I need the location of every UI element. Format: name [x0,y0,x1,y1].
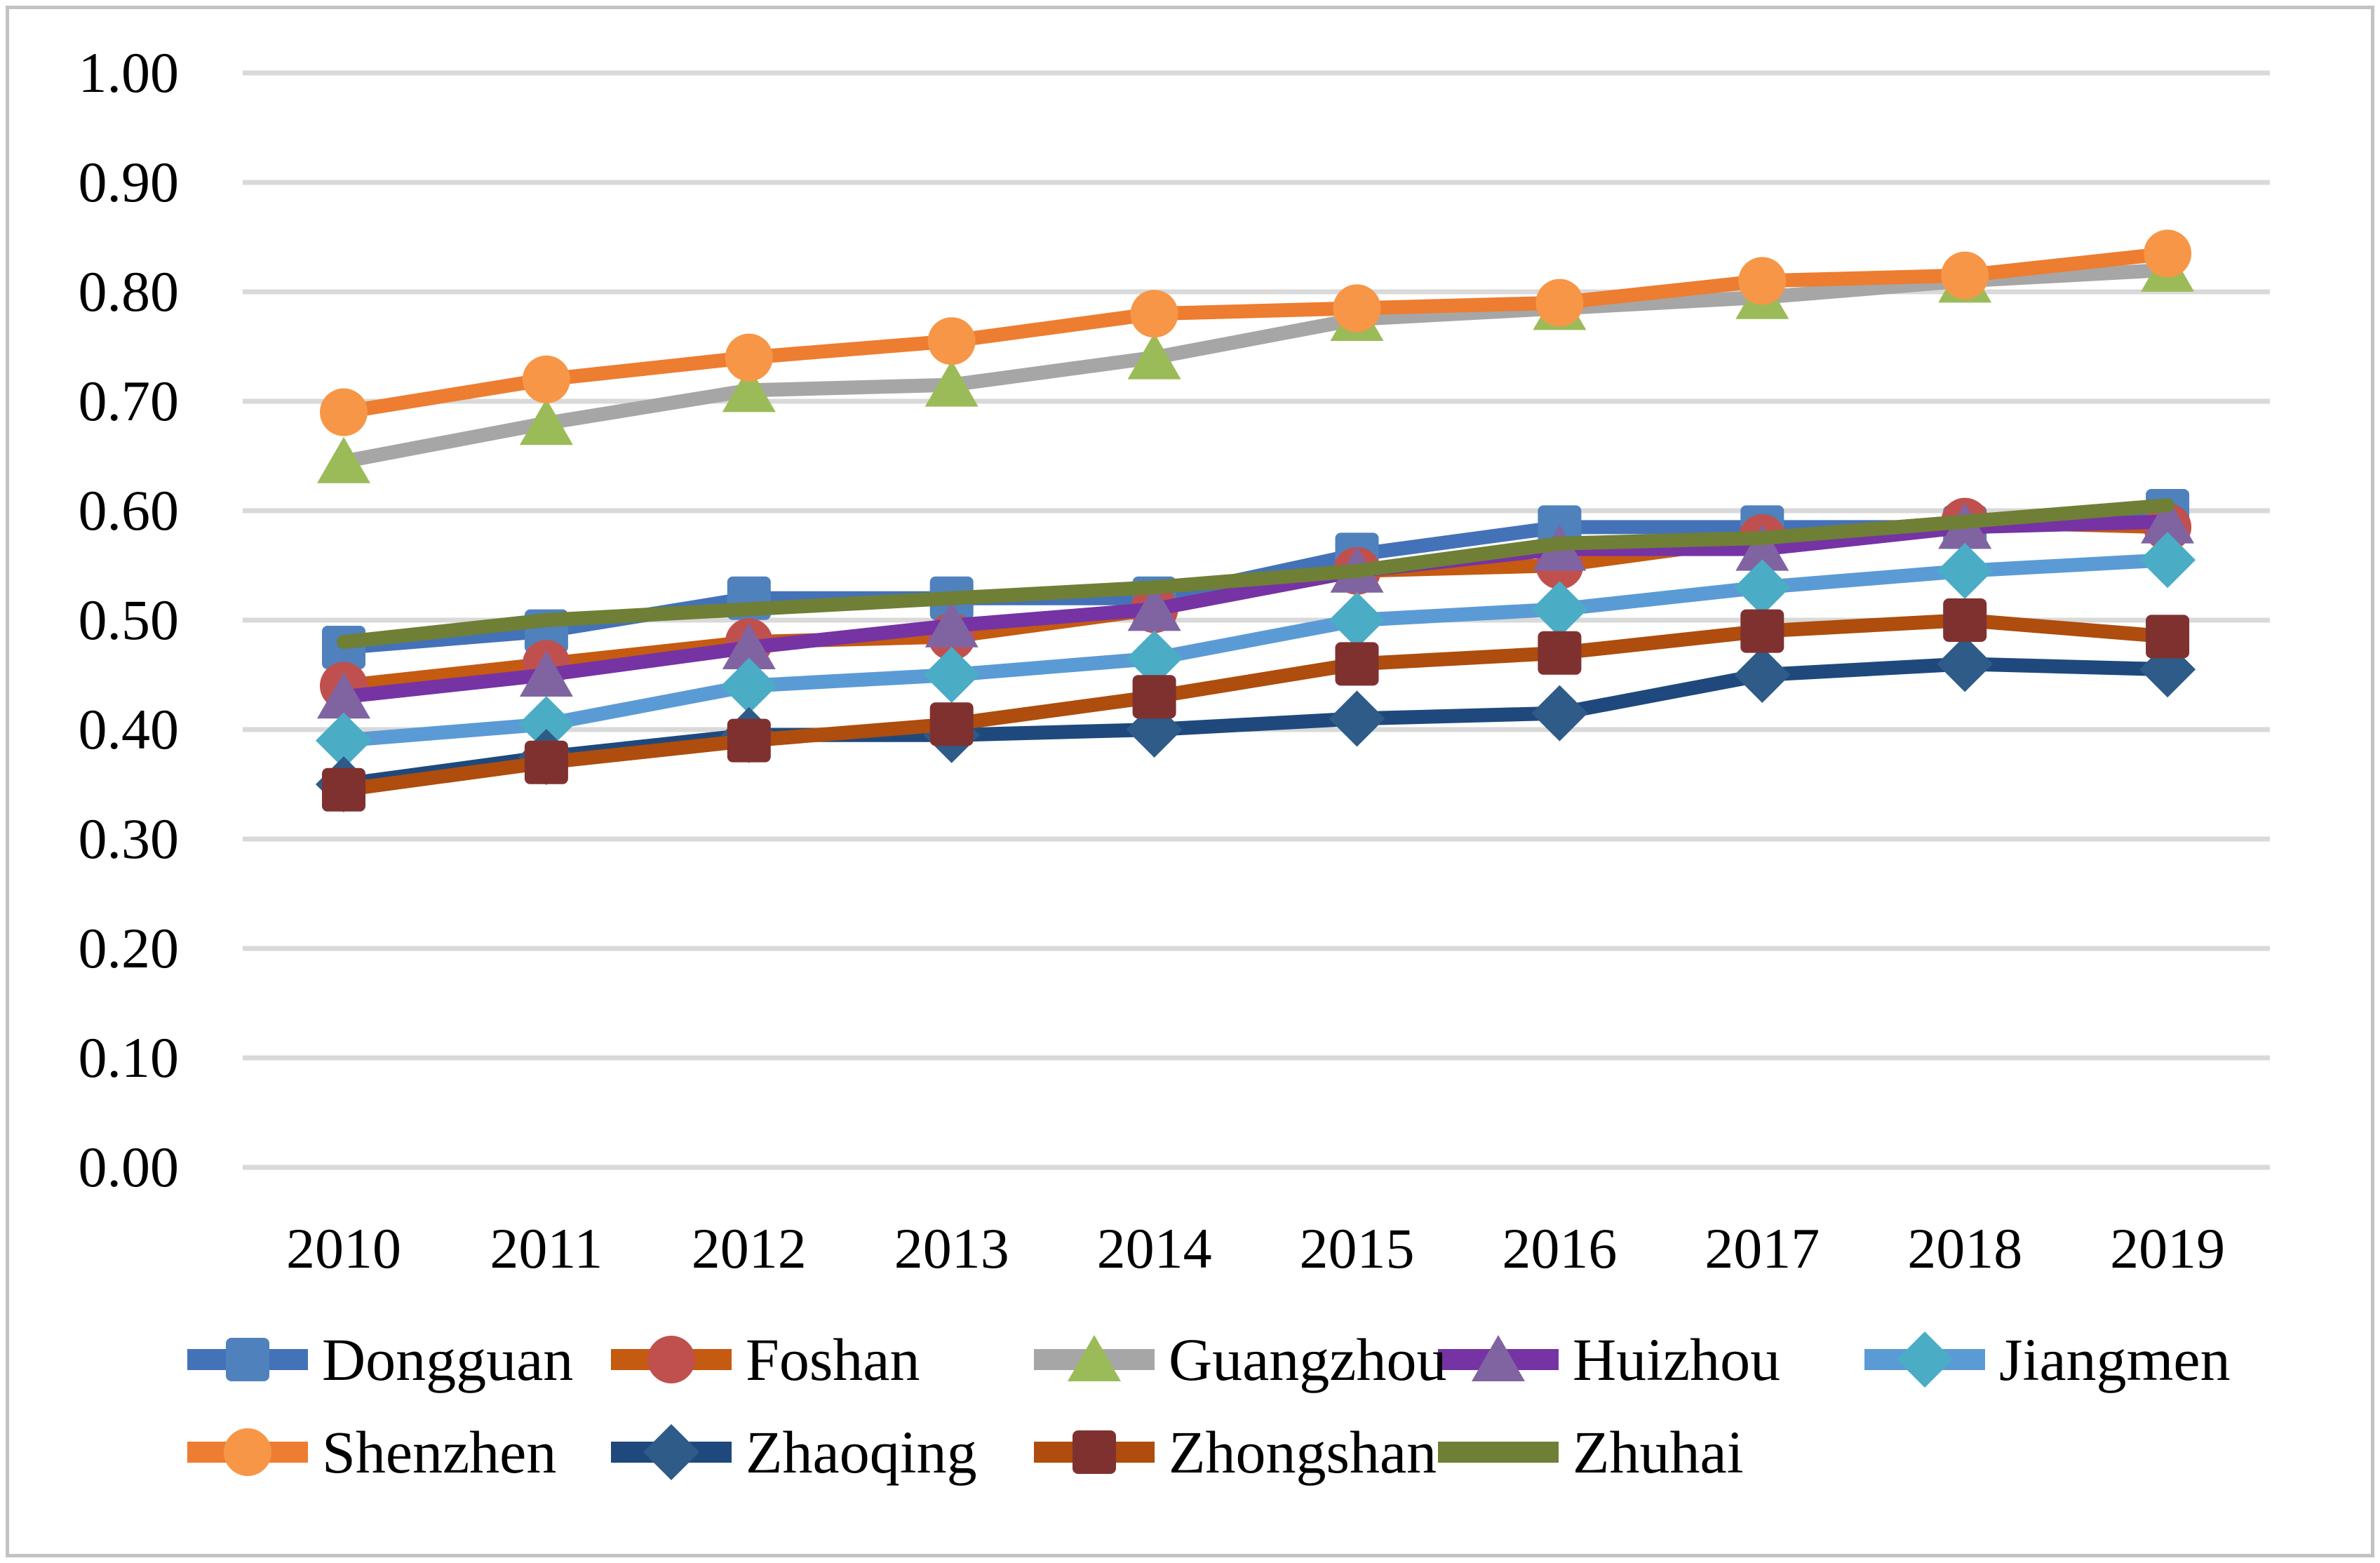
marker-triangle [925,601,979,648]
marker-triangle [925,360,979,407]
marker-triangle [1735,524,1789,571]
y-tick-label: 0.50 [78,588,180,652]
y-tick-label: 0.60 [78,478,180,542]
marker-diamond [1531,685,1588,742]
marker-square [524,740,568,784]
series-line-zhongshan [337,613,2175,797]
marker-diamond [720,657,777,714]
marker-diamond [1734,559,1791,616]
marker-triangle [722,365,776,412]
y-tick-label: 0.80 [78,260,180,323]
y-tick-label: 1.00 [78,41,180,105]
x-tick-label: 2017 [1705,1216,1820,1280]
marker-square [1740,609,1784,653]
marker-diamond [1329,690,1385,747]
marker-circle [1738,257,1787,305]
marker-square [1943,598,1987,642]
marker-circle [725,333,773,382]
marker-square [1335,642,1379,686]
marker-triangle [1127,584,1181,631]
marker-diamond [1937,636,1994,692]
legend-label-foshan: Foshan [746,1326,920,1393]
marker-square [2146,615,2190,659]
marker-square [1538,631,1582,675]
marker-circle [1130,290,1178,338]
x-tick-label: 2013 [894,1216,1009,1280]
legend-label-dongguan: Dongguan [322,1326,574,1393]
y-tick-label: 0.00 [78,1135,180,1199]
legend-label-zhaoqing: Zhaoqing [746,1418,977,1486]
series-line-zhuhai [337,498,2175,650]
marker-circle [647,1336,695,1383]
series-line-huizhou [337,514,2175,704]
x-tick-label: 2012 [691,1216,807,1280]
marker-circle [1333,284,1381,333]
y-tick-label: 0.90 [78,150,180,214]
marker-circle [224,1428,271,1476]
marker-triangle [519,650,573,697]
marker-square [226,1338,269,1381]
y-tick-label: 0.10 [78,1026,180,1089]
y-tick-label: 0.30 [78,807,180,871]
marker-square [727,718,771,763]
marker-diamond [1937,542,1994,599]
y-tick-label: 0.40 [78,697,180,761]
legend-label-zhongshan: Zhongshan [1169,1418,1437,1486]
series-line-shenzhen [337,246,2175,420]
x-tick-label: 2010 [286,1216,401,1280]
marker-diamond [316,712,372,769]
legend-label-guangzhou: Guangzhou [1169,1326,1447,1393]
marker-circle [522,355,570,403]
marker-diamond [1531,581,1588,638]
marker-diamond [1126,630,1183,687]
x-tick-label: 2016 [1502,1216,1618,1280]
marker-diamond [923,647,980,703]
x-tick-label: 2014 [1096,1216,1212,1280]
marker-triangle [519,398,573,445]
marker-diamond [1734,647,1791,703]
x-tick-label: 2015 [1299,1216,1415,1280]
x-tick-label: 2018 [1907,1216,2023,1280]
marker-diamond [1897,1331,1953,1388]
marker-circle [320,388,368,436]
marker-triangle [1068,1335,1121,1381]
marker-circle [1535,279,1584,327]
y-tick-label: 0.70 [78,369,180,433]
legend-label-shenzhen: Shenzhen [322,1418,557,1486]
marker-diamond [2139,532,2196,589]
marker-diamond [1329,592,1385,648]
marker-circle [927,317,976,365]
marker-square [1132,675,1176,719]
marker-triangle [317,672,370,719]
marker-triangle [1127,333,1181,380]
marker-circle [1941,251,1989,300]
marker-diamond [518,696,574,753]
marker-square [322,767,365,812]
series-line-jiangmen [337,553,2175,748]
marker-square [1073,1430,1116,1474]
y-tick-label: 0.20 [78,916,180,980]
marker-diamond [643,1424,699,1480]
legend-label-jiangmen: Jiangmen [1999,1326,2231,1393]
marker-triangle [2141,497,2195,544]
marker-triangle [317,436,370,483]
marker-triangle [722,623,776,669]
marker-circle [2144,229,2192,278]
legend-label-zhuhai: Zhuhai [1573,1418,1744,1486]
marker-square [929,702,974,746]
marker-triangle [1472,1335,1525,1381]
series-line-guangzhou [337,262,2175,469]
legend-label-huizhou: Huizhou [1573,1326,1781,1393]
x-tick-label: 2011 [490,1216,603,1280]
x-tick-label: 2019 [2110,1216,2226,1280]
